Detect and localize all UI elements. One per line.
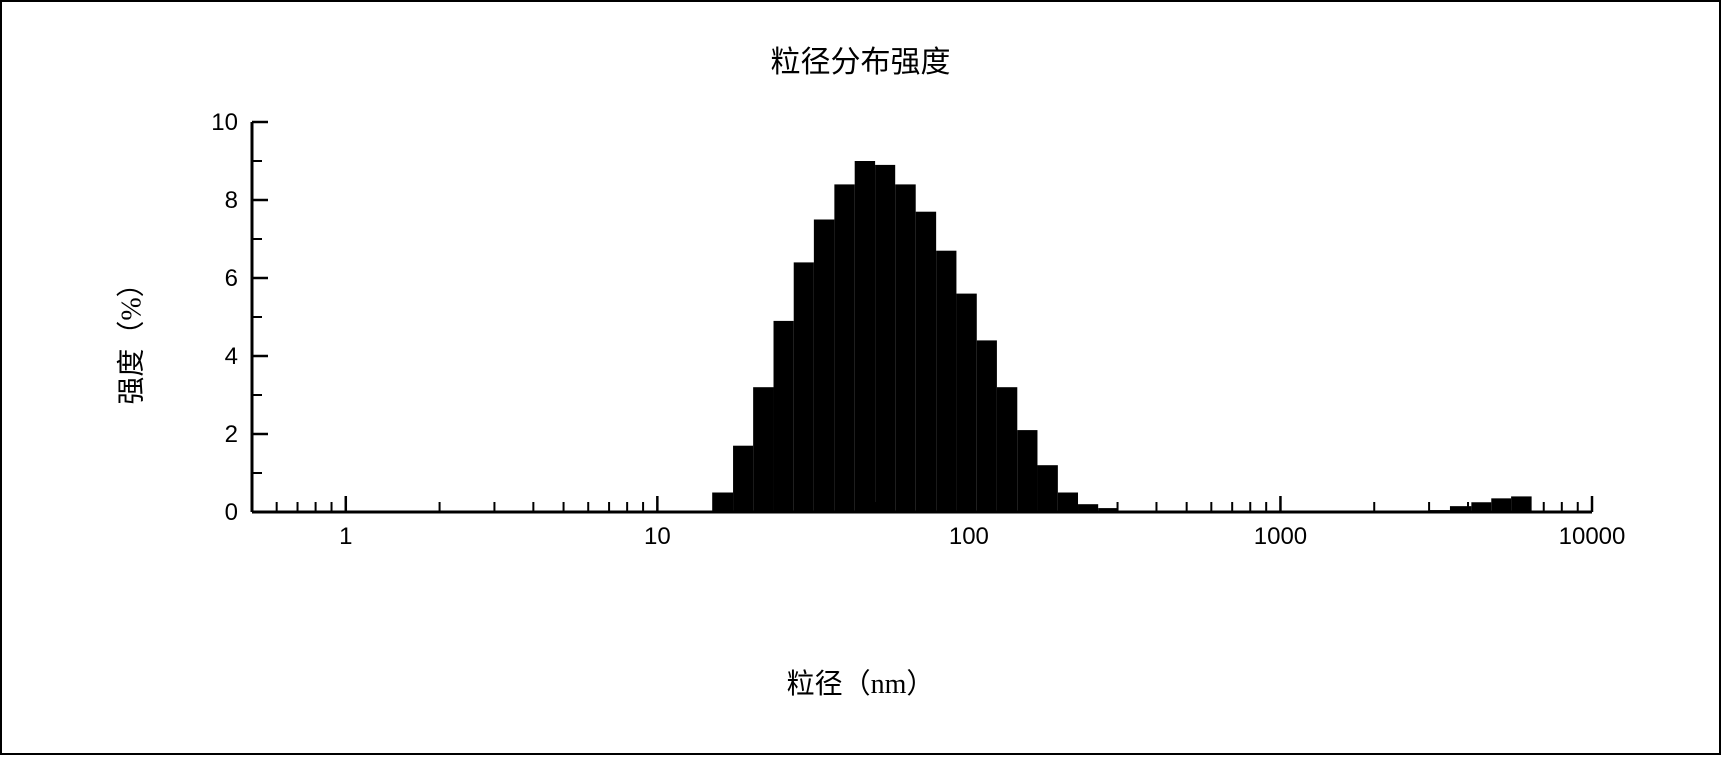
x-tick-label: 1 xyxy=(339,523,352,550)
histogram-bar xyxy=(977,340,997,512)
histogram-bar xyxy=(834,184,854,512)
histogram-bar xyxy=(956,294,976,512)
histogram-bar xyxy=(936,251,956,512)
histogram-bar xyxy=(1491,498,1511,512)
histogram-bar xyxy=(875,165,895,512)
x-tick-label: 100 xyxy=(949,523,989,550)
histogram-bar xyxy=(814,220,834,513)
histogram-bar xyxy=(1511,496,1532,512)
y-tick-label: 8 xyxy=(225,187,238,214)
histogram-bar xyxy=(1017,430,1037,512)
y-tick-label: 6 xyxy=(225,265,238,292)
x-tick-label: 10000 xyxy=(1559,523,1626,550)
x-tick-label: 10 xyxy=(644,523,671,550)
y-axis-label: 强度（%） xyxy=(110,269,150,404)
histogram-bar xyxy=(1058,493,1078,513)
histogram-bar xyxy=(774,321,794,512)
y-tick-label: 2 xyxy=(225,421,238,448)
x-axis-label: 粒径（nm） xyxy=(787,662,935,702)
histogram-bar xyxy=(895,184,916,512)
histogram-bar xyxy=(753,387,773,512)
histogram-bar xyxy=(997,387,1017,512)
histogram-bar xyxy=(712,493,733,513)
x-tick-label: 1000 xyxy=(1254,523,1307,550)
histogram-bar xyxy=(794,262,814,512)
chart-svg: 0 2 4 6 8 10 1 10 100 1000 10000 xyxy=(2,2,1721,757)
y-tick-label: 4 xyxy=(225,343,238,370)
y-tick-label: 0 xyxy=(225,499,238,526)
histogram-bar xyxy=(855,161,875,512)
histogram-bar xyxy=(916,212,936,512)
histogram-bar xyxy=(1037,465,1057,512)
chart-panel: 粒径分布强度 0246810110100100010000 粒径（nm） 强度（… xyxy=(0,0,1721,755)
y-tick-label: 10 xyxy=(211,109,238,136)
